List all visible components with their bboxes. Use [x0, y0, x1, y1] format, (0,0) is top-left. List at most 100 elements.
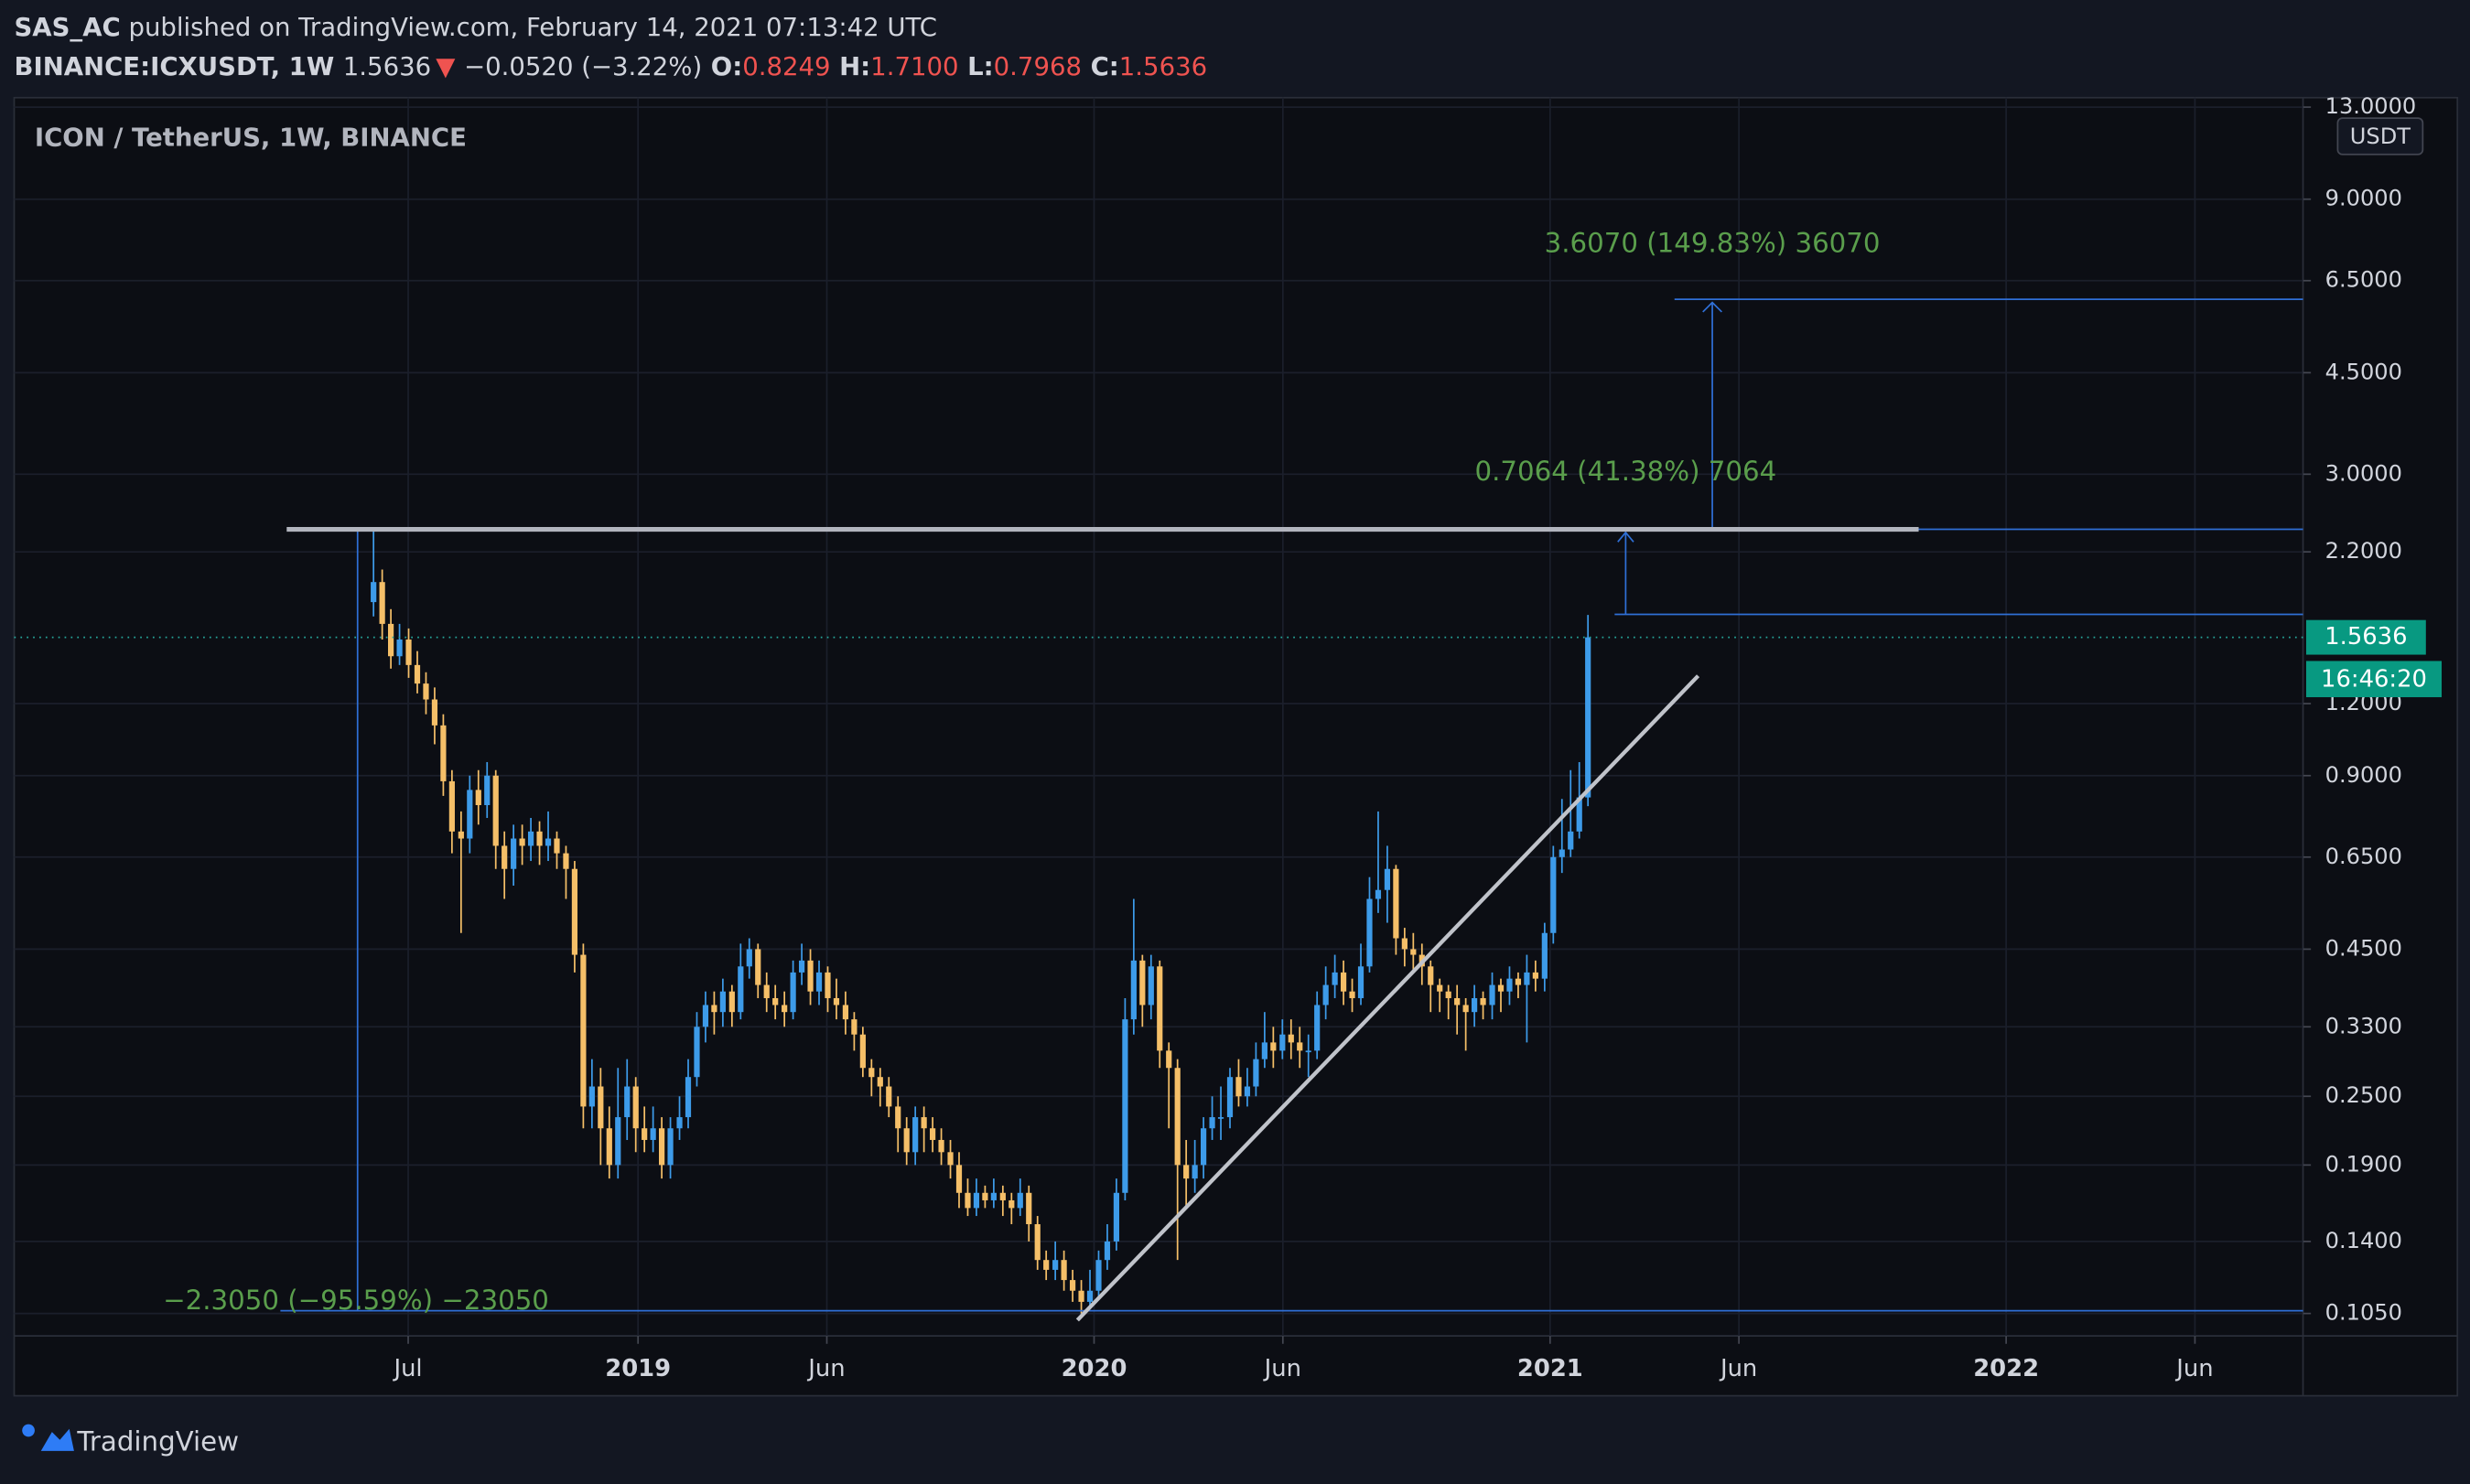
candle-body	[772, 997, 779, 1005]
candle-body	[815, 972, 823, 992]
candle-body	[1375, 889, 1382, 899]
candle-body	[851, 1019, 857, 1035]
y-tick-label: 4.5000	[2325, 359, 2402, 384]
candle-body	[877, 1077, 883, 1087]
x-tick-label: Jun	[1263, 1355, 1301, 1382]
candle-body	[1437, 984, 1443, 992]
candle-body	[1472, 997, 1478, 1013]
candle-body	[1559, 849, 1565, 857]
candle-body	[895, 1106, 901, 1129]
candle-body	[467, 790, 473, 839]
candle-body	[642, 1128, 648, 1140]
countdown-box	[2305, 661, 2443, 698]
close-label: C:	[1091, 52, 1119, 81]
candle-body	[1524, 972, 1530, 985]
chart-frame	[13, 96, 2459, 1397]
candle-body	[650, 1128, 656, 1140]
candle-body	[955, 1165, 963, 1193]
candle-body	[1568, 831, 1574, 850]
brand: TradingView	[76, 1426, 239, 1457]
candle-body	[423, 683, 429, 700]
candle-body	[1454, 997, 1461, 1005]
x-tick-label: 2021	[1517, 1355, 1583, 1382]
candle-body	[440, 725, 447, 781]
candle-body	[1305, 1050, 1311, 1053]
candle-body	[1183, 1165, 1190, 1179]
x-tick-label: Jun	[2174, 1355, 2213, 1382]
candle-body	[1576, 797, 1582, 832]
candle-body	[676, 1117, 683, 1129]
candle-body	[1157, 966, 1163, 1051]
candle-body	[921, 1117, 927, 1129]
candle-body	[1340, 972, 1347, 992]
direction: ▼	[436, 52, 456, 81]
candle-body	[580, 954, 587, 1107]
candle-body	[571, 868, 578, 955]
change: −0.0520 (−3.22%)	[464, 52, 702, 81]
candle-body	[782, 1005, 788, 1013]
candle-body	[719, 991, 726, 1013]
candle-body	[1550, 856, 1557, 933]
candle-body	[1288, 1034, 1294, 1043]
axes: 0.1050 0.1400 0.1900 0.2500 0.3300 0.4500 0.65…	[392, 93, 2416, 1382]
y-tick-label: 0.1400	[2325, 1228, 2402, 1253]
candle-body	[458, 831, 464, 839]
candle-body	[475, 790, 481, 805]
candle-body	[1541, 932, 1548, 979]
candle-body	[615, 1117, 621, 1166]
y-tick-label: 2.2000	[2325, 538, 2402, 564]
candle-body	[1008, 1199, 1015, 1209]
candle-body	[1384, 868, 1391, 890]
candle-body	[502, 845, 508, 869]
measure-label: 0.7064 (41.38%) 7064	[1475, 456, 1777, 487]
candle-body	[1043, 1260, 1050, 1270]
candle-body	[1261, 1042, 1267, 1059]
measure-arrow	[1702, 301, 1722, 530]
candle-body	[1506, 978, 1513, 992]
brand-logo	[18, 1424, 74, 1451]
candle-body	[1532, 972, 1538, 979]
candle-body	[536, 831, 543, 846]
candle-body	[755, 949, 761, 985]
candle-body	[414, 664, 421, 684]
candle-body	[1297, 1042, 1303, 1051]
candle-body	[1235, 1077, 1242, 1097]
candle-body	[912, 1117, 919, 1153]
y-tick-label: 3.0000	[2325, 460, 2402, 486]
candle-body	[1078, 1290, 1084, 1302]
candle-body	[728, 991, 735, 1013]
candle-body	[1480, 997, 1486, 1005]
currency-box	[2336, 117, 2424, 156]
candle-body	[1217, 1117, 1224, 1119]
close-value: 1.5636	[1119, 52, 1207, 81]
candle-body	[982, 1192, 988, 1200]
published-line: SAS_AC published on TradingView.com, Feb…	[14, 13, 937, 42]
candle-body	[825, 972, 831, 998]
candle-body	[738, 966, 744, 1013]
y-tick-label: 0.6500	[2325, 844, 2402, 869]
candle-body	[763, 984, 770, 998]
candle-body	[667, 1128, 674, 1166]
candle-body	[1332, 972, 1338, 985]
candle-body	[519, 838, 525, 846]
candle-body	[405, 640, 412, 665]
candle-body	[588, 1086, 595, 1107]
candle-body	[448, 780, 455, 832]
candle-body	[431, 699, 438, 726]
price-label-box	[2305, 619, 2426, 655]
candle-body	[511, 838, 517, 869]
candle-body	[1357, 966, 1364, 998]
candle-body	[563, 853, 569, 869]
low-value: 0.7968	[994, 52, 1082, 81]
measure-label: 3.6070 (149.83%) 36070	[1545, 227, 1881, 258]
candle-body	[1095, 1260, 1102, 1291]
candle-body	[1497, 984, 1505, 992]
candle-body	[746, 949, 752, 967]
grid	[14, 97, 2303, 1337]
candle-body	[1270, 1042, 1277, 1051]
x-tick-label: Jun	[1719, 1355, 1757, 1382]
candle-body	[1410, 949, 1417, 955]
candle-body	[790, 972, 796, 1013]
